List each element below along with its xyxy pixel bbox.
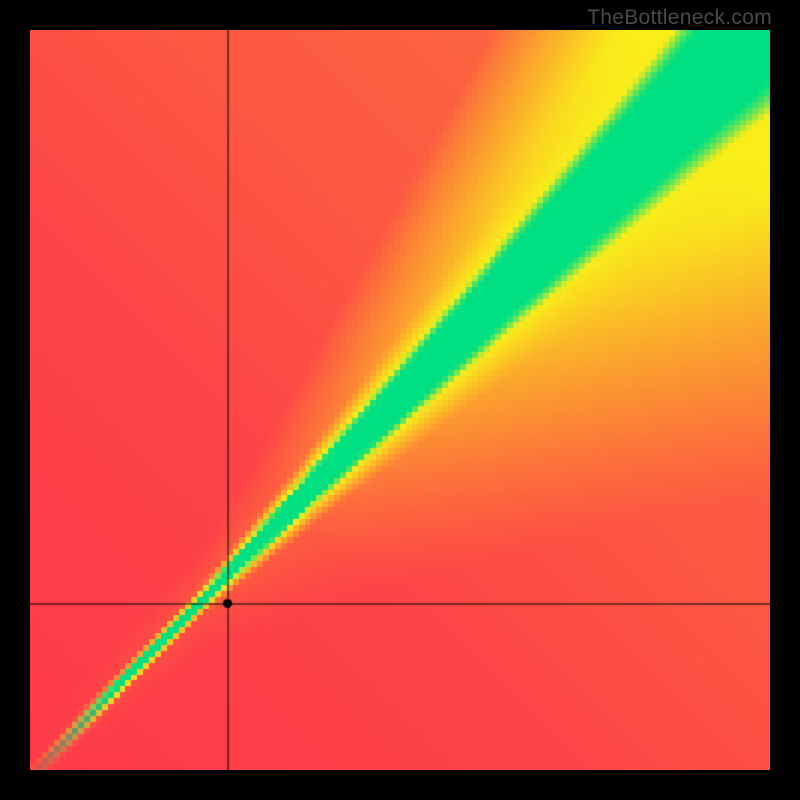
heatmap-canvas xyxy=(30,30,770,770)
heatmap-plot xyxy=(30,30,770,770)
chart-container: TheBottleneck.com xyxy=(0,0,800,800)
watermark-text: TheBottleneck.com xyxy=(587,6,772,30)
